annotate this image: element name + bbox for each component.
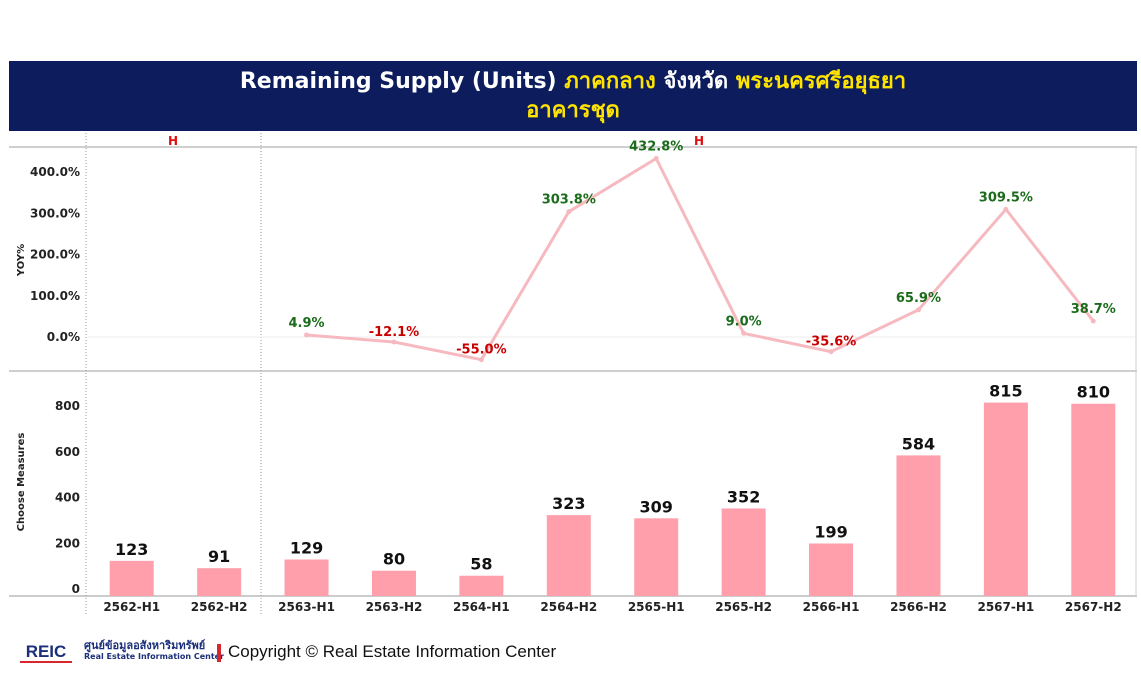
yoy-point: [304, 332, 310, 338]
yoy-data-label: -35.6%: [806, 335, 857, 350]
bottom-y-tick-label: 800: [55, 399, 80, 413]
chart-canvas: H H 0.0% 100.0% 200.0% 300.0% 400.0% YOY% 4.9% -1…: [9, 133, 1137, 615]
chart-title-line1: Remaining Supply (Units) ภาคกลาง จังหวัด…: [9, 67, 1137, 96]
bar-data-label: 123: [115, 540, 148, 559]
title-measure: Remaining Supply (Units): [239, 69, 557, 94]
x-tick-label: 2565-H1: [628, 600, 685, 614]
x-tick-label: 2562-H1: [103, 600, 160, 614]
supply-bar: [371, 570, 416, 596]
bar-data-label: 80: [383, 550, 405, 569]
x-tick-label: 2567-H2: [1065, 600, 1122, 614]
yoy-point: [1090, 318, 1096, 324]
bottom-y-tick-label: 400: [55, 491, 80, 505]
bottom-y-tick-label: 600: [55, 445, 80, 459]
bar-data-label: 815: [989, 382, 1022, 401]
top-y-tick-label: 0.0%: [47, 330, 80, 344]
yoy-point: [915, 307, 921, 313]
x-tick-label: 2567-H1: [977, 600, 1034, 614]
x-tick-label: 2564-H1: [453, 600, 510, 614]
copyright-divider: [217, 644, 221, 662]
x-tick-label: 2566-H1: [803, 600, 860, 614]
x-tick-label: 2564-H2: [540, 600, 597, 614]
yoy-data-label: 309.5%: [979, 190, 1033, 205]
logo-thai-text: ศูนย์ข้อมูลอสังหาริมทรัพย์: [84, 639, 206, 652]
bar-data-label: 352: [727, 487, 760, 506]
bar-data-label: 91: [208, 547, 230, 566]
chart-title-bar: Remaining Supply (Units) ภาคกลาง จังหวัด…: [9, 61, 1137, 131]
bottom-y-tick-label: 200: [55, 536, 80, 550]
x-tick-label: 2565-H2: [715, 600, 772, 614]
yoy-point: [391, 339, 397, 345]
yoy-point: [1003, 206, 1009, 212]
footer: REIC ศูนย์ข้อมูลอสังหาริมทรัพย์ Real Est…: [18, 632, 718, 668]
supply-bar: [809, 543, 854, 596]
yoy-data-label: 38.7%: [1071, 302, 1116, 317]
top-y-tick-label: 100.0%: [30, 289, 80, 303]
bottom-y-tick-label: 0: [72, 582, 80, 596]
supply-bar: [1071, 403, 1116, 596]
supply-bar: [983, 402, 1028, 596]
top-y-tick-label: 300.0%: [30, 206, 80, 220]
supply-bar: [546, 515, 591, 596]
bar-data-label: 58: [470, 555, 492, 574]
supply-bar: [721, 508, 766, 596]
bar-data-label: 129: [290, 538, 323, 557]
title-province-label: จังหวัด: [663, 69, 729, 94]
group-marker-2: H: [694, 134, 704, 148]
reic-logo: REIC: [18, 634, 74, 664]
supply-bar: [197, 568, 242, 596]
supply-bar: [459, 575, 504, 596]
group-marker-1: H: [168, 134, 178, 148]
title-province: พระนครศรีอยุธยา: [735, 69, 907, 94]
yoy-data-label: 303.8%: [542, 193, 596, 208]
yoy-data-label: -12.1%: [369, 325, 420, 340]
yoy-data-label: 432.8%: [629, 139, 683, 154]
yoy-data-label: 65.9%: [896, 291, 941, 306]
bar-data-label: 199: [814, 522, 847, 541]
x-tick-label: 2563-H1: [278, 600, 335, 614]
yoy-point: [828, 349, 834, 355]
yoy-data-label: 9.0%: [726, 314, 762, 329]
x-tick-label: 2566-H2: [890, 600, 947, 614]
bottom-y-axis-label: Choose Measures: [16, 433, 27, 532]
yoy-series-line: [306, 157, 1095, 362]
bar-data-label: 309: [640, 497, 673, 516]
supply-bar: [284, 559, 329, 596]
top-y-tick-label: 200.0%: [30, 248, 80, 262]
yoy-point: [741, 330, 747, 336]
yoy-point: [653, 155, 659, 161]
yoy-point: [566, 209, 572, 215]
yoy-data-label: 4.9%: [289, 316, 325, 331]
title-region: ภาคกลาง: [564, 69, 656, 94]
chart-title-line2: อาคารชุด: [526, 98, 620, 123]
x-tick-label: 2562-H2: [191, 600, 248, 614]
bar-data-label: 810: [1077, 383, 1110, 402]
top-y-axis-label: YOY%: [16, 244, 27, 277]
logo-text: REIC: [26, 642, 67, 661]
supply-bar: [109, 560, 154, 596]
x-tick-label: 2563-H2: [366, 600, 423, 614]
yoy-point: [478, 357, 484, 363]
copyright-text: Copyright © Real Estate Information Cent…: [228, 642, 557, 661]
yoy-data-label: -55.0%: [456, 343, 507, 358]
bar-data-label: 323: [552, 494, 585, 513]
supply-bar: [896, 455, 941, 596]
top-y-tick-label: 400.0%: [30, 165, 80, 179]
supply-bar: [634, 518, 679, 596]
bar-data-label: 584: [902, 434, 935, 453]
logo-english-text: Real Estate Information Center: [84, 652, 225, 661]
